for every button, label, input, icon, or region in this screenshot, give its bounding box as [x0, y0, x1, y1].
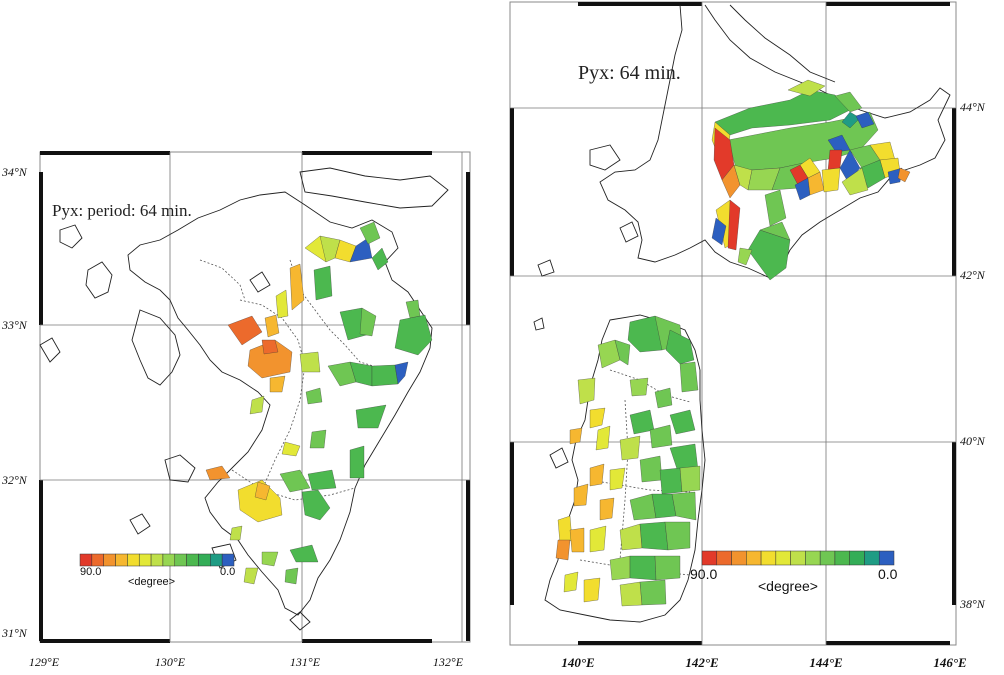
lon-label: 131°E — [289, 655, 321, 669]
tohoku-triangles — [555, 315, 701, 607]
lon-label: 130°E — [154, 655, 186, 669]
colorbar-swatch — [115, 553, 128, 567]
colorbar-swatch — [138, 553, 152, 567]
colorbar-swatch — [716, 550, 732, 566]
colorbar-swatch — [103, 553, 116, 567]
lon-label: 129°E — [28, 655, 60, 669]
frame-border-bars — [510, 2, 956, 645]
hokkaido-triangles — [711, 79, 911, 281]
map-frame — [39, 151, 471, 643]
lat-label: 44°N — [960, 100, 985, 114]
map-frame — [509, 1, 957, 646]
prefecture-boundaries — [199, 259, 401, 501]
colorbar-min-label: 90.0 — [80, 566, 102, 578]
map-title: Pyx: period: 64 min. — [52, 201, 192, 220]
colorbar-swatch — [79, 553, 93, 567]
colorbar-swatch — [701, 550, 718, 566]
colorbar-swatch — [864, 550, 880, 566]
tohoku-hokkaido-map: Pyx: 64 min. 44°N 42°N 40°N 38°N 140°E 1… — [490, 0, 1004, 675]
lat-label: 40°N — [960, 434, 985, 448]
lon-label: 140°E — [561, 655, 595, 670]
colorbar-swatch — [186, 553, 199, 567]
lon-label: 146°E — [933, 655, 967, 670]
kyushu-map-canvas — [39, 151, 471, 643]
colorbar-unit-label: <degree> — [128, 576, 176, 588]
map-title: Pyx: 64 min. — [578, 62, 681, 84]
tohoku-colorbar — [701, 550, 895, 566]
colorbar-swatch — [760, 550, 777, 566]
coastline — [39, 167, 449, 631]
colorbar-unit-label: <degree> — [758, 578, 818, 594]
colorbar-swatch — [805, 550, 821, 566]
colorbar-swatch — [849, 550, 865, 566]
colorbar-swatch — [198, 553, 211, 567]
colorbar-swatch — [210, 553, 223, 567]
colorbar-swatch — [162, 553, 176, 567]
colorbar-swatch — [91, 553, 104, 567]
lon-label: 144°E — [809, 655, 843, 670]
lat-label: 33°N — [2, 318, 27, 332]
phase-triangles — [205, 221, 433, 585]
lon-label: 132°E — [432, 655, 464, 669]
colorbar-swatch — [746, 550, 762, 566]
lat-label: 34°N — [2, 165, 27, 179]
lat-label: 31°N — [2, 626, 27, 640]
lon-label: 142°E — [685, 655, 719, 670]
colorbar-swatch — [790, 550, 806, 566]
colorbar-swatch — [127, 553, 140, 567]
colorbar-swatch — [150, 553, 164, 567]
lat-label: 38°N — [960, 597, 985, 611]
tohoku-map-canvas — [509, 1, 957, 646]
colorbar-min-label: 90.0 — [690, 566, 718, 582]
frame-border-bars — [39, 151, 470, 643]
colorbar-swatch — [731, 550, 747, 566]
colorbar-swatch — [775, 550, 791, 566]
colorbar-swatch — [834, 550, 850, 566]
kyushu-map: Pyx: period: 64 min. 34°N 33°N 32°N 31°N… — [0, 0, 490, 675]
colorbar-swatch — [819, 550, 836, 566]
colorbar-swatch — [878, 550, 895, 566]
colorbar-max-label: 0.0 — [220, 566, 236, 578]
colorbar-swatch — [174, 553, 187, 567]
kyushu-colorbar — [79, 553, 235, 567]
colorbar-max-label: 0.0 — [878, 566, 898, 582]
lat-label: 32°N — [2, 473, 27, 487]
colorbar-swatch — [221, 553, 235, 567]
lat-label: 42°N — [960, 268, 985, 282]
